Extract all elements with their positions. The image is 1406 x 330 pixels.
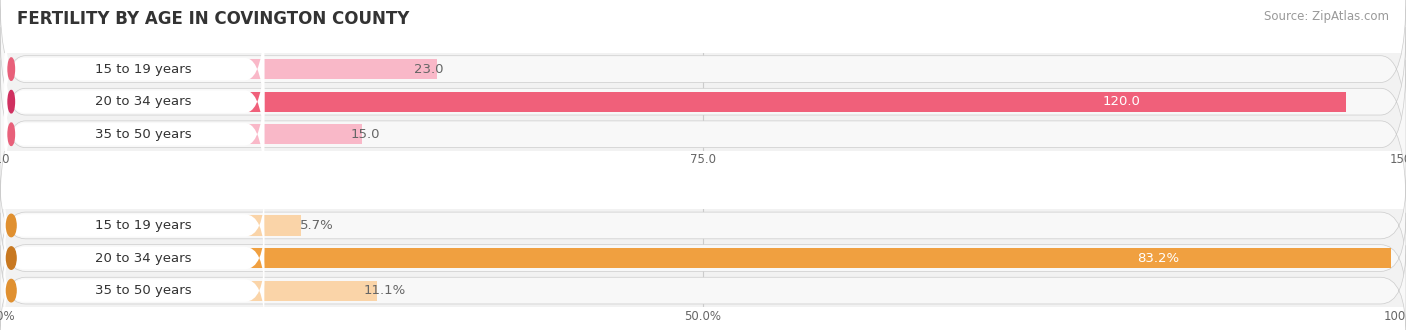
FancyBboxPatch shape bbox=[0, 180, 1406, 271]
Text: Source: ZipAtlas.com: Source: ZipAtlas.com bbox=[1264, 10, 1389, 23]
Text: 83.2%: 83.2% bbox=[1136, 251, 1178, 265]
Bar bbox=[221, 59, 437, 79]
FancyBboxPatch shape bbox=[4, 45, 264, 159]
Text: 35 to 50 years: 35 to 50 years bbox=[94, 284, 191, 297]
FancyBboxPatch shape bbox=[4, 224, 264, 292]
Text: FERTILITY BY AGE IN COVINGTON COUNTY: FERTILITY BY AGE IN COVINGTON COUNTY bbox=[17, 10, 409, 28]
Bar bbox=[221, 215, 301, 236]
Circle shape bbox=[8, 90, 14, 113]
FancyBboxPatch shape bbox=[4, 77, 264, 191]
Circle shape bbox=[7, 247, 15, 269]
FancyBboxPatch shape bbox=[0, 27, 1406, 176]
Bar bbox=[221, 280, 377, 301]
FancyBboxPatch shape bbox=[0, 60, 1406, 209]
Text: 20 to 34 years: 20 to 34 years bbox=[94, 95, 191, 108]
FancyBboxPatch shape bbox=[0, 213, 1406, 303]
FancyBboxPatch shape bbox=[4, 256, 264, 325]
FancyBboxPatch shape bbox=[4, 12, 264, 126]
Text: 35 to 50 years: 35 to 50 years bbox=[94, 128, 191, 141]
Bar bbox=[221, 91, 1346, 112]
Bar bbox=[221, 124, 361, 144]
Circle shape bbox=[7, 280, 15, 302]
Text: 20 to 34 years: 20 to 34 years bbox=[94, 251, 191, 265]
Circle shape bbox=[7, 214, 15, 237]
Circle shape bbox=[8, 58, 14, 80]
Text: 15 to 19 years: 15 to 19 years bbox=[94, 63, 191, 76]
Text: 11.1%: 11.1% bbox=[364, 284, 406, 297]
FancyBboxPatch shape bbox=[0, 0, 1406, 144]
Circle shape bbox=[8, 123, 14, 146]
Text: 15.0: 15.0 bbox=[352, 128, 381, 141]
Text: 23.0: 23.0 bbox=[413, 63, 443, 76]
Text: 5.7%: 5.7% bbox=[299, 219, 333, 232]
FancyBboxPatch shape bbox=[4, 191, 264, 260]
Text: 15 to 19 years: 15 to 19 years bbox=[94, 219, 191, 232]
FancyBboxPatch shape bbox=[0, 245, 1406, 330]
Text: 120.0: 120.0 bbox=[1104, 95, 1140, 108]
Bar bbox=[221, 248, 1391, 268]
